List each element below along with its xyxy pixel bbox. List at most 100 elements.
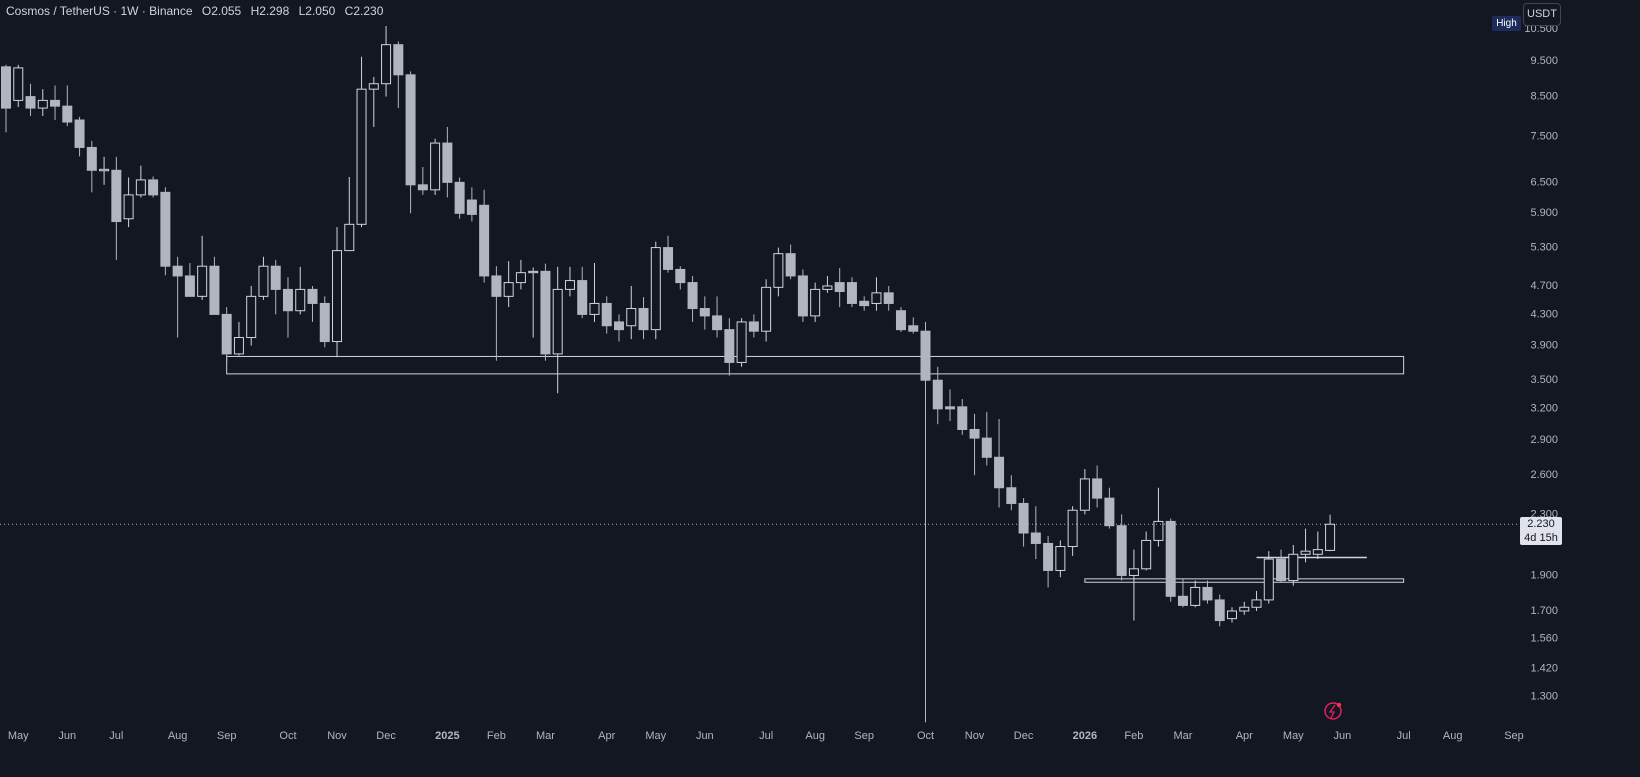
candle-body — [491, 275, 502, 297]
candle-body — [1067, 509, 1078, 548]
candle-body — [945, 406, 956, 410]
candle-body — [172, 265, 183, 277]
candle-body — [1, 66, 11, 109]
candle-body — [1043, 542, 1054, 571]
candle-body — [552, 288, 563, 355]
candle-body — [540, 270, 551, 355]
candle-body — [466, 199, 477, 215]
x-tick-label: Aug — [1443, 730, 1463, 742]
x-tick-label: Jul — [1397, 730, 1411, 742]
x-tick-label: Jun — [696, 730, 714, 742]
candle-body — [1153, 520, 1164, 541]
candle-body — [761, 286, 772, 332]
y-tick-label: 1.700 — [1530, 605, 1558, 617]
candle-body — [233, 337, 244, 355]
candle-body — [1165, 520, 1176, 597]
candle-body — [1214, 599, 1225, 622]
candle-body — [50, 99, 61, 107]
candle-body — [810, 288, 821, 317]
candle-body — [295, 288, 306, 312]
y-tick-label: 2.900 — [1530, 434, 1558, 446]
candle-body — [859, 300, 870, 307]
candle-body — [1128, 568, 1139, 576]
candle-body — [184, 275, 195, 297]
candle-body — [356, 88, 367, 225]
candle-body — [258, 265, 269, 297]
candle-body — [1227, 610, 1237, 620]
candle-body — [405, 74, 416, 186]
candle-body — [1079, 478, 1090, 511]
x-tick-label: Jun — [1333, 730, 1351, 742]
candle-body — [479, 204, 490, 277]
candle-body — [1177, 595, 1188, 606]
candle-body — [148, 179, 159, 196]
candle-body — [663, 247, 674, 270]
ohlc-high: H2.298 — [250, 4, 290, 18]
x-tick-label: Sep — [1504, 730, 1524, 742]
candle-body — [393, 44, 404, 76]
candle-body — [614, 321, 624, 331]
candle-body — [62, 105, 73, 123]
candle-body — [932, 379, 943, 410]
x-tick-label: Aug — [168, 730, 188, 742]
x-tick-label: May — [8, 730, 29, 742]
y-tick-label: 1.900 — [1530, 569, 1558, 581]
candle-body — [332, 250, 343, 343]
candle-body — [895, 310, 906, 331]
candle-body — [908, 325, 919, 332]
candle-body — [344, 223, 355, 252]
candle-body — [601, 302, 612, 327]
candle-body — [319, 302, 330, 343]
candle-body — [123, 194, 134, 220]
candle-body — [1202, 586, 1213, 601]
y-tick-label: 1.560 — [1530, 632, 1558, 644]
candle-body — [13, 67, 24, 101]
candle-body — [797, 275, 808, 317]
candle-body — [1300, 550, 1311, 555]
candle-body — [712, 315, 723, 331]
x-tick-label: Oct — [279, 730, 296, 742]
x-tick-label: Feb — [1124, 730, 1143, 742]
alert-icon — [1324, 702, 1342, 720]
candle-body — [246, 295, 257, 339]
x-tick-label: May — [645, 730, 666, 742]
candle-body — [1190, 586, 1201, 606]
candle-body — [1055, 546, 1066, 571]
candle-body — [368, 83, 379, 90]
y-tick-label: 3.500 — [1530, 374, 1558, 386]
candle-body — [25, 96, 36, 109]
y-tick-label: 7.500 — [1530, 131, 1558, 143]
last-price: 2.230 — [1527, 518, 1555, 530]
candle-body — [307, 288, 318, 304]
candle-body — [221, 313, 232, 355]
x-tick-label: Apr — [1236, 730, 1253, 742]
candle-body — [503, 282, 514, 297]
y-tick-label: 3.200 — [1530, 403, 1558, 415]
candle-body — [454, 181, 465, 214]
candle-body — [1141, 539, 1152, 570]
y-tick-label: 4.700 — [1530, 280, 1558, 292]
x-tick-label: Oct — [917, 730, 934, 742]
candle-body — [74, 119, 85, 148]
x-tick-label: Jul — [109, 730, 123, 742]
currency-button[interactable]: USDT — [1523, 3, 1561, 26]
countdown: 4d 15h — [1524, 532, 1558, 544]
candle-body — [981, 437, 992, 458]
candle-body — [1263, 558, 1274, 601]
candle-body — [699, 308, 710, 317]
candle-body — [626, 308, 637, 327]
ohlc-open: O2.055 — [201, 4, 242, 18]
candle-body — [785, 253, 796, 277]
high-badge: High — [1492, 16, 1521, 31]
candle-body — [37, 99, 48, 109]
x-tick-label: Apr — [598, 730, 615, 742]
candle-body — [282, 288, 293, 312]
price-zone — [226, 355, 1405, 375]
ohlc-low: L2.050 — [298, 4, 336, 18]
candle-body — [442, 142, 453, 183]
candle-body — [871, 292, 882, 304]
candle-body — [197, 265, 208, 297]
candle-body — [883, 292, 894, 304]
